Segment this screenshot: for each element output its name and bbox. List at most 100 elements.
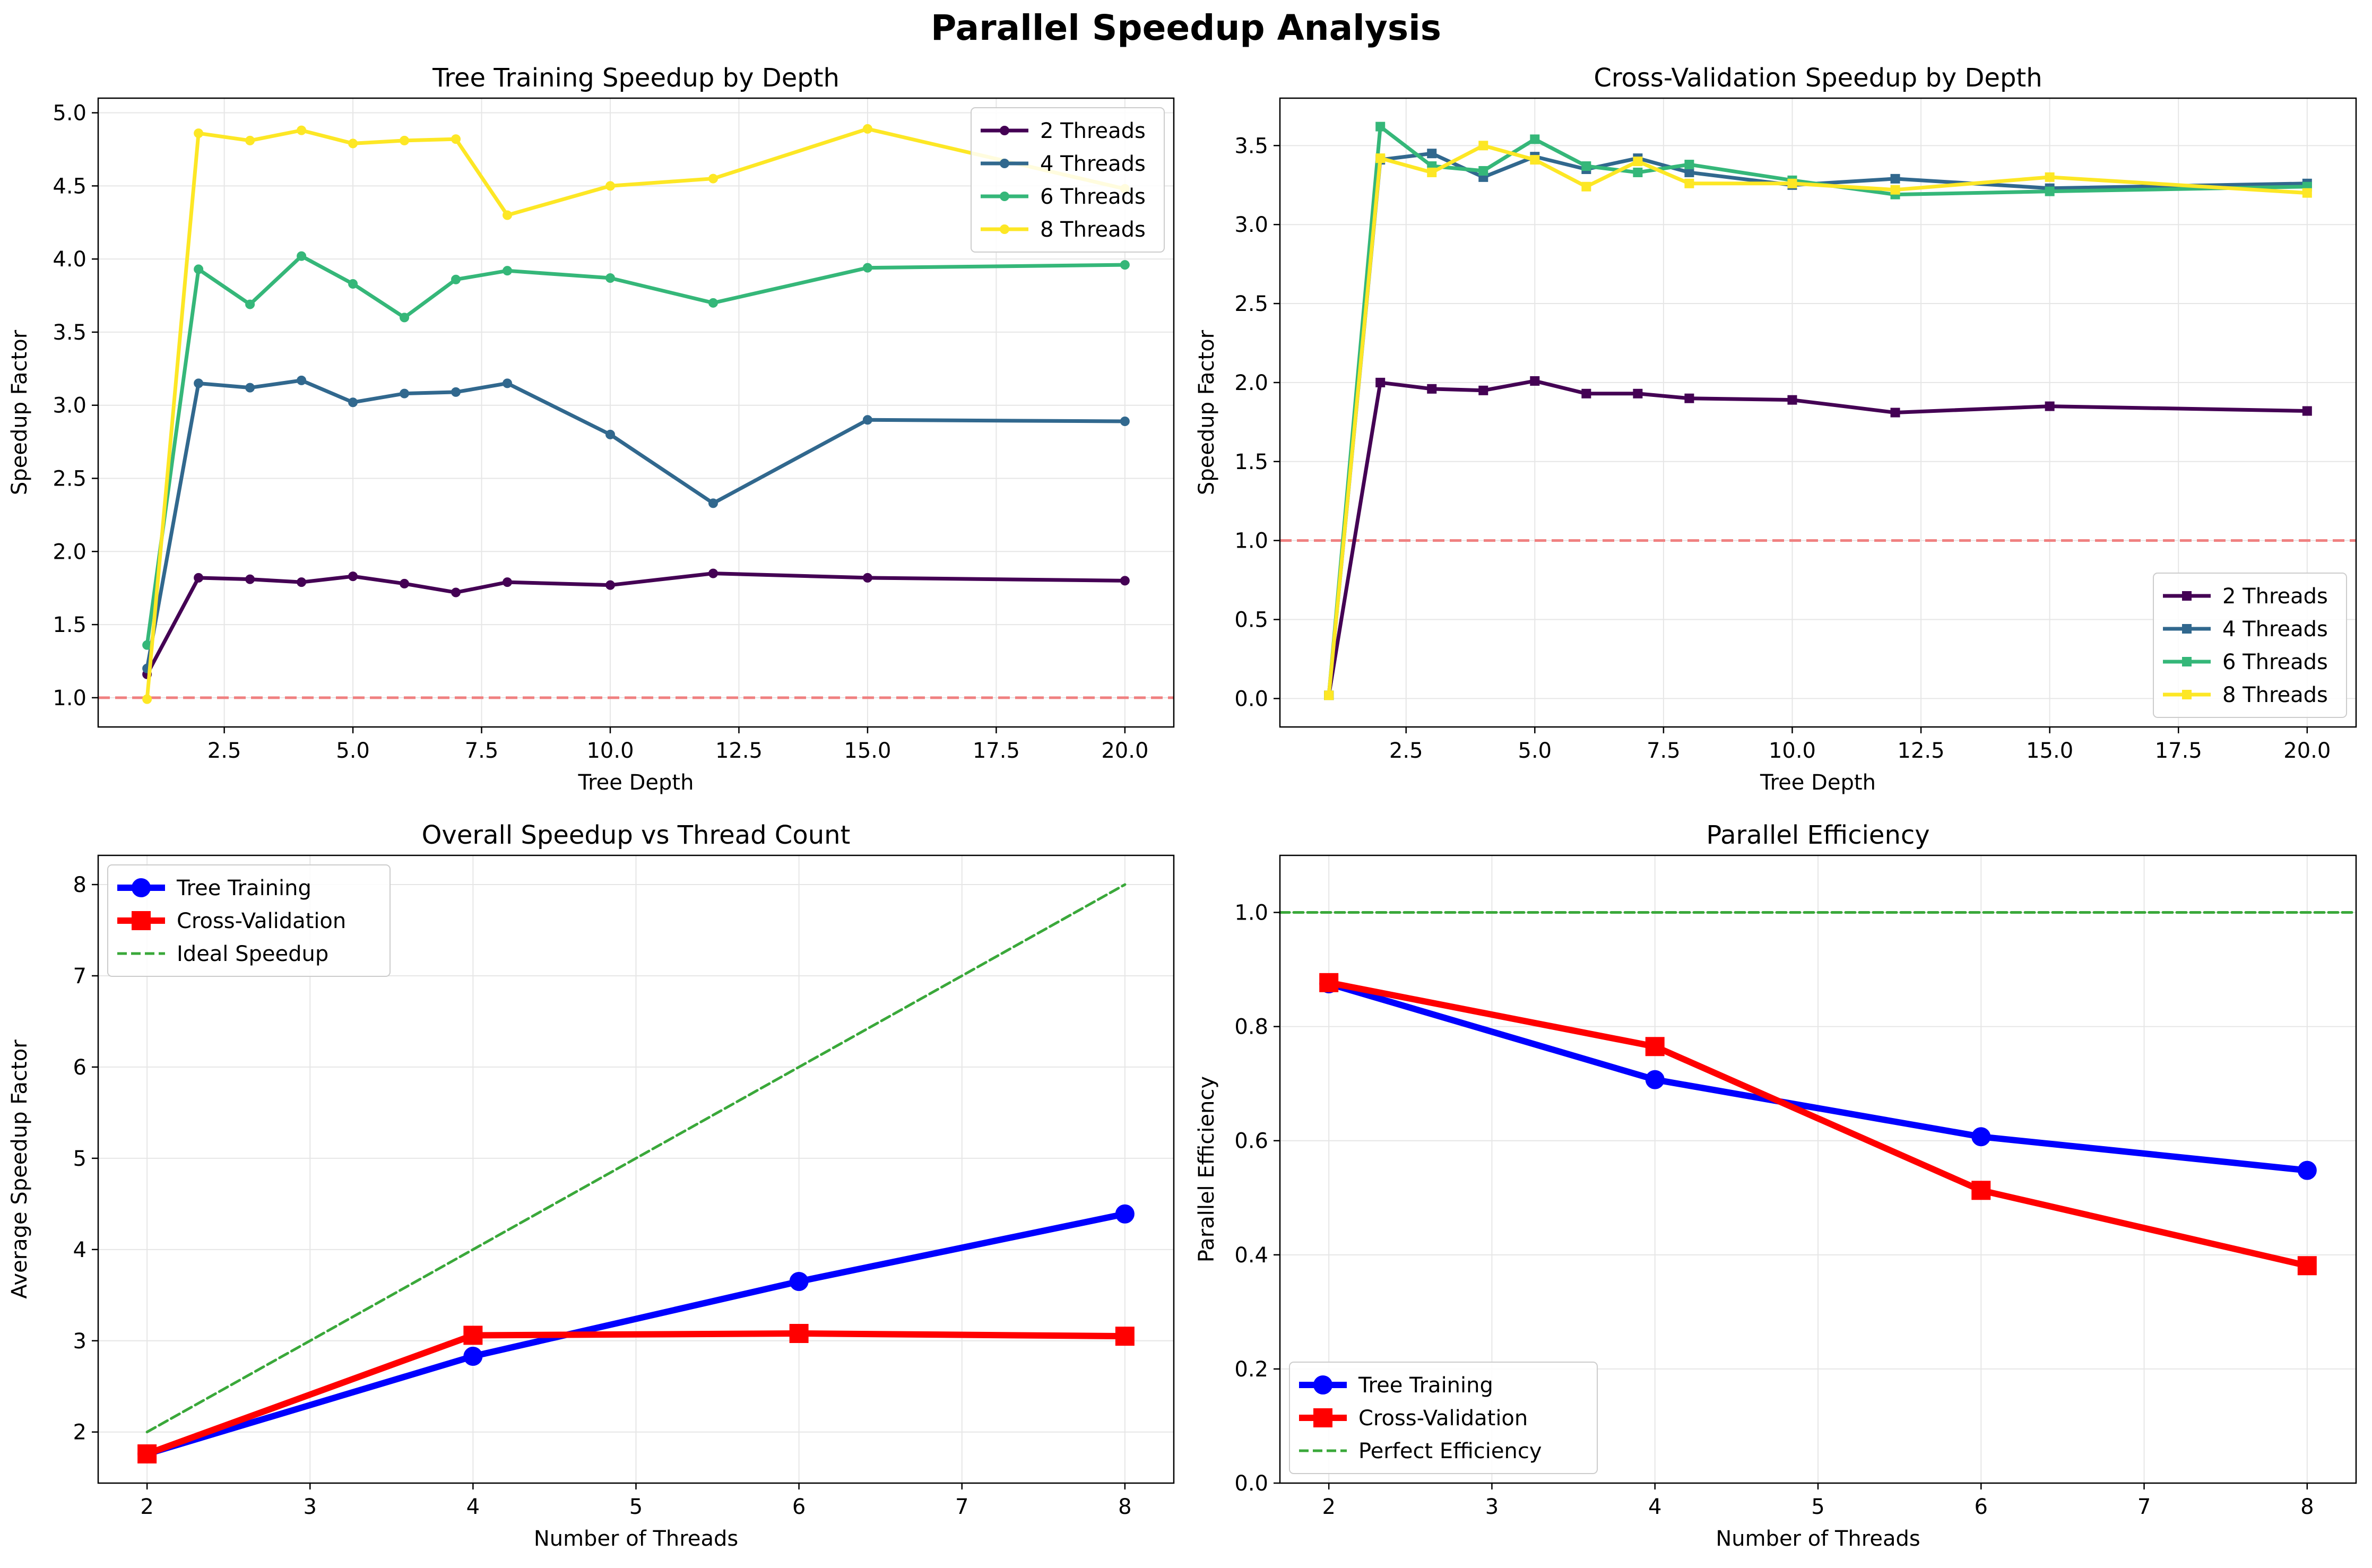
x-tick-label: 2	[140, 1495, 153, 1519]
data-point	[1971, 1181, 1991, 1200]
data-point	[2045, 401, 2055, 411]
legend-item: Cross-Validation	[117, 909, 346, 933]
y-tick-label: 7	[73, 964, 86, 989]
x-tick-label: 5.0	[336, 739, 370, 763]
legend-box	[971, 107, 1165, 253]
chart-3: 2 3 4 5 6 7 8 2 3 4 5 6 7 8 Overall Speedup vs Thread …	[7, 820, 1175, 1551]
y-tick-label: 8	[73, 873, 86, 897]
chart-title: Overall Speedup vs Thread Count	[422, 820, 851, 850]
x-tick-label: 10.0	[1769, 739, 1816, 763]
legend-marker	[132, 911, 151, 930]
x-tick-label: 17.5	[2155, 739, 2202, 763]
y-axis-label: Speedup Factor	[7, 330, 32, 495]
legend-item: Tree Training	[117, 876, 311, 900]
y-tick-label: 1.0	[1234, 529, 1268, 553]
series-line	[145, 883, 1127, 1434]
y-tick-label: 0.2	[1234, 1357, 1268, 1382]
data-point	[1890, 174, 1900, 184]
data-point	[1684, 160, 1694, 170]
x-tick-label: 20.0	[1101, 739, 1148, 763]
series-line	[1327, 379, 2309, 697]
x-tick-label: 6	[792, 1495, 806, 1519]
legend-marker	[1313, 1375, 1332, 1394]
legend-marker	[132, 878, 151, 897]
data-point	[1530, 134, 1540, 144]
x-tick-label: 12.5	[1898, 739, 1945, 763]
chart-4: 2 3 4 5 6 7 8 0.0 0.2 0.4 0.6 0.8 1.0 Parallel Effici…	[1194, 820, 2358, 1551]
legend-label: Cross-Validation	[1358, 1406, 1528, 1431]
series-line	[1327, 151, 2309, 697]
y-tick-label: 0.0	[1234, 1471, 1268, 1496]
data-point	[194, 128, 204, 138]
data-point	[862, 573, 872, 583]
legend-item: Perfect Efficiency	[1299, 1439, 1542, 1463]
data-point	[2302, 406, 2312, 416]
legend-marker	[2182, 591, 2192, 601]
data-point	[297, 375, 307, 385]
y-tick-label: 3	[73, 1329, 86, 1354]
data-point	[708, 298, 718, 308]
x-tick-label: 5	[629, 1495, 643, 1519]
data-point	[1633, 167, 1643, 177]
data-point	[708, 174, 718, 184]
y-tick-label: 4	[73, 1238, 86, 1262]
data-point	[1684, 167, 1694, 177]
legend: 2 Threads 4 Threads 6 Threads 8 Threads	[2153, 573, 2347, 718]
x-tick-label: 7.5	[465, 739, 499, 763]
data-point	[1427, 167, 1437, 177]
data-point	[1115, 1204, 1135, 1224]
data-point	[1971, 1127, 1991, 1147]
y-tick-label: 4.0	[53, 247, 86, 272]
y-tick-label: 0.6	[1234, 1129, 1268, 1154]
legend-item: 6 Threads	[981, 185, 1146, 209]
y-axis-label: Average Speedup Factor	[7, 1039, 32, 1299]
legend-box	[2153, 573, 2347, 718]
legend-item: 2 Threads	[2163, 584, 2328, 609]
data-point	[1581, 181, 1591, 192]
y-tick-label: 0.0	[1234, 687, 1268, 711]
legend-label: 6 Threads	[1040, 185, 1146, 209]
y-tick-label: 0.4	[1234, 1243, 1268, 1268]
series-line	[145, 254, 1127, 647]
data-point	[297, 577, 307, 587]
series-line	[1326, 980, 2310, 1174]
data-point	[348, 138, 358, 149]
x-tick-label: 5.0	[1518, 739, 1552, 763]
x-tick-label: 12.5	[715, 739, 763, 763]
series-line	[145, 127, 1127, 701]
data-point	[1787, 178, 1797, 188]
legend-box	[107, 864, 391, 977]
legend-item: Ideal Speedup	[117, 942, 328, 966]
legend-item: Cross-Validation	[1299, 1406, 1528, 1431]
x-tick-label: 5	[1811, 1495, 1824, 1519]
legend-marker	[1000, 224, 1009, 234]
legend: Tree Training Cross-Validation Perfect Eff…	[1289, 1362, 1598, 1474]
data-point	[1375, 377, 1386, 387]
data-point	[1530, 376, 1540, 386]
data-point	[348, 571, 358, 582]
data-point	[1324, 690, 1334, 700]
data-point	[142, 694, 152, 704]
series-8-threads	[1324, 141, 2312, 700]
data-point	[297, 251, 307, 261]
x-tick-label: 3	[304, 1495, 317, 1519]
charts-container: 2.5 5.0 7.5 10.0 12.5 15.0 17.5 20.01.01.52.02.…	[7, 63, 2358, 1551]
legend-label: 2 Threads	[1040, 119, 1146, 143]
chart-title: Tree Training Speedup by Depth	[432, 63, 839, 93]
y-tick-label: 2.5	[53, 467, 86, 491]
series-line	[145, 378, 1127, 671]
x-tick-label: 6	[1975, 1495, 1988, 1519]
x-tick-label: 8	[2300, 1495, 2314, 1519]
data-point	[348, 397, 358, 408]
series-ideal-speedup	[145, 883, 1127, 1434]
data-point	[503, 577, 513, 587]
data-point	[463, 1346, 483, 1366]
legend-box	[1289, 1362, 1598, 1474]
x-axis-label: Number of Threads	[534, 1527, 738, 1551]
data-point	[1645, 1070, 1665, 1089]
legend-item: Tree Training	[1299, 1373, 1493, 1398]
y-tick-label: 2	[73, 1420, 86, 1445]
y-tick-label: 3.5	[1234, 134, 1268, 158]
